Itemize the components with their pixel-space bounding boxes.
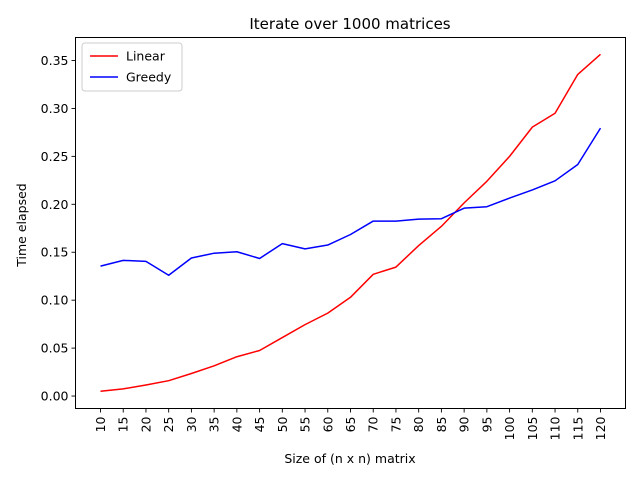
ticks-layer: 10 15 20 25 30 35 40 45 50 55 60 65 70 75 80 85 90 95 100 1… [41,53,608,440]
y-tick-label: 0.05 [41,341,69,356]
x-tick-label: 95 [479,417,494,433]
chart-title: Iterate over 1000 matrices [249,15,450,33]
y-tick-label: 0.25 [41,149,69,164]
x-axis-title: Size of (n x n) matrix [284,451,415,466]
series-line-greedy [100,127,602,276]
y-tick-label: 0.00 [41,389,69,404]
x-tick-label: 10 [93,416,108,432]
x-tick-label: 55 [298,417,313,433]
x-tick-label: 30 [184,416,199,432]
x-tick-label: 50 [275,416,290,432]
legend-box [81,42,183,92]
y-tick-label: 0.35 [41,53,69,68]
series-layer [100,53,602,392]
y-tick-label: 0.30 [41,101,69,116]
y-tick-label: 0.20 [41,197,69,212]
x-tick-label: 70 [366,416,381,432]
plot-area-frame [75,37,626,409]
legend: Linear Greedy [81,42,183,92]
x-tick-label: 40 [229,416,244,432]
x-tick-label: 75 [388,417,403,433]
x-tick-label: 120 [593,416,608,440]
series-line-linear [100,53,601,392]
x-tick-label: 110 [548,416,563,440]
x-tick-label: 85 [434,417,449,433]
x-tick-label: 60 [320,416,335,432]
y-axis-title: Time elapsed [14,183,29,267]
legend-label-greedy: Greedy [126,70,172,85]
y-tick-label: 0.15 [41,245,69,260]
y-tick-label: 0.10 [41,293,69,308]
x-tick-label: 15 [116,417,131,433]
x-tick-label: 115 [570,417,585,441]
x-tick-label: 35 [207,417,222,433]
x-tick-label: 20 [138,416,153,432]
x-tick-label: 105 [525,417,540,441]
legend-label-linear: Linear [126,49,166,64]
x-tick-label: 25 [161,417,176,433]
x-tick-label: 80 [411,416,426,432]
x-tick-label: 90 [457,416,472,432]
x-tick-label: 45 [252,417,267,433]
x-tick-label: 100 [502,416,517,440]
x-tick-label: 65 [343,417,358,433]
